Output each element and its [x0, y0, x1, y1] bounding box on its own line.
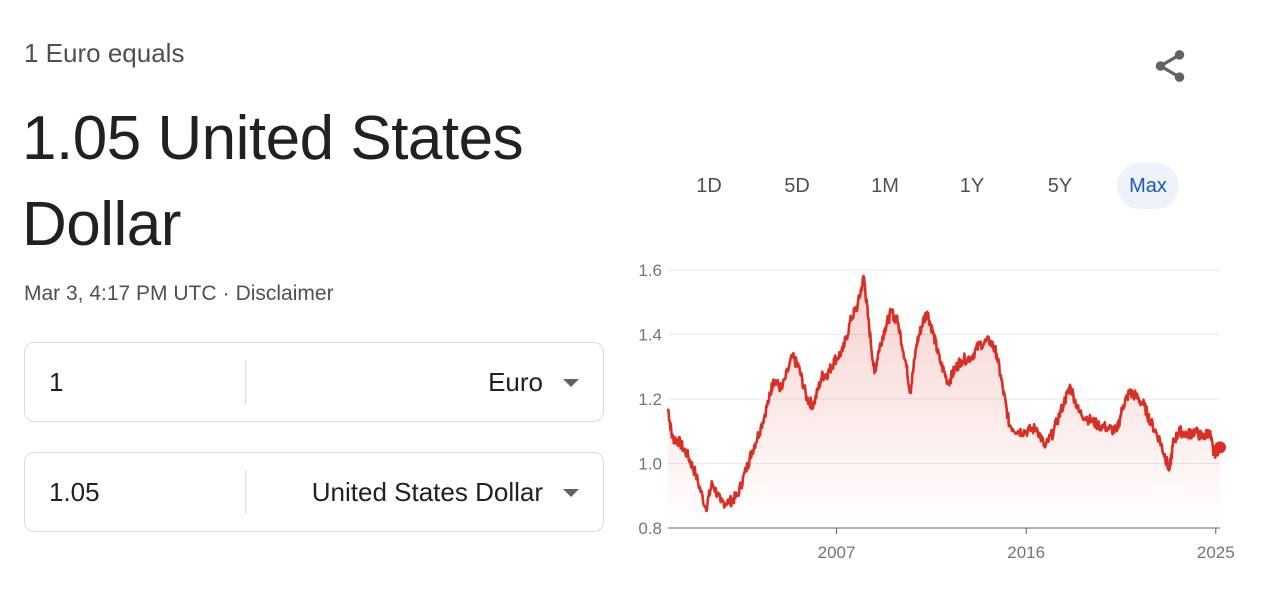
x-tick-label: 2007	[818, 543, 856, 562]
y-tick-label: 1.2	[638, 390, 662, 409]
conversion-result: 1.05 United States Dollar	[22, 96, 622, 268]
from-divider	[245, 360, 246, 404]
time-range-tabs: 1D 5D 1M 1Y 5Y Max	[664, 163, 1204, 209]
tab-5d[interactable]: 5D	[784, 175, 810, 197]
x-tick-label: 2025	[1197, 543, 1235, 562]
timestamp: Mar 3, 4:17 PM UTC	[24, 282, 217, 305]
share-button[interactable]	[1148, 44, 1192, 88]
chevron-down-icon	[563, 379, 579, 387]
to-divider	[245, 470, 246, 514]
share-icon	[1155, 50, 1185, 82]
disclaimer-link[interactable]: Disclaimer	[235, 282, 334, 305]
equals-label: 1 Euro equals	[24, 38, 185, 68]
tab-1y[interactable]: 1Y	[959, 175, 985, 197]
from-converter-row: Euro	[24, 342, 604, 422]
line-layer	[666, 274, 1226, 513]
to-amount-input[interactable]	[25, 453, 245, 531]
tab-1d[interactable]: 1D	[696, 175, 722, 197]
series-area	[668, 276, 1220, 528]
y-tick-label: 1.4	[638, 326, 662, 345]
result-line-2: Dollar	[22, 190, 181, 259]
y-tick-label: 1.0	[638, 455, 662, 474]
x-tick-label: 2016	[1007, 543, 1045, 562]
to-currency-label: United States Dollar	[311, 476, 543, 507]
from-amount-input[interactable]	[25, 343, 245, 421]
tab-1m[interactable]: 1M	[871, 175, 899, 197]
from-currency-label: Euro	[488, 366, 543, 397]
to-currency-select[interactable]: United States Dollar	[246, 453, 603, 531]
area-layer	[668, 276, 1220, 528]
from-currency-select[interactable]: Euro	[246, 343, 603, 421]
exchange-rate-chart[interactable]: 0.8 1.0 1.2 1.4 1.6 2007 2016 2025	[620, 250, 1240, 570]
series-line	[666, 274, 1222, 513]
chevron-down-icon	[563, 489, 579, 497]
tab-max[interactable]: Max	[1117, 163, 1179, 209]
separator: ·	[222, 282, 230, 305]
y-tick-label: 1.6	[638, 261, 662, 280]
tick-layer: 0.8 1.0 1.2 1.4 1.6 2007 2016 2025	[638, 261, 1234, 562]
current-value-marker	[1214, 441, 1226, 454]
result-line-1: 1.05 United States	[22, 104, 524, 173]
to-converter-row: United States Dollar	[24, 452, 604, 532]
y-tick-label: 0.8	[638, 519, 662, 538]
tab-5y[interactable]: 5Y	[1047, 175, 1073, 197]
timestamp-row: Mar 3, 4:17 PM UTC · Disclaimer	[24, 282, 334, 306]
